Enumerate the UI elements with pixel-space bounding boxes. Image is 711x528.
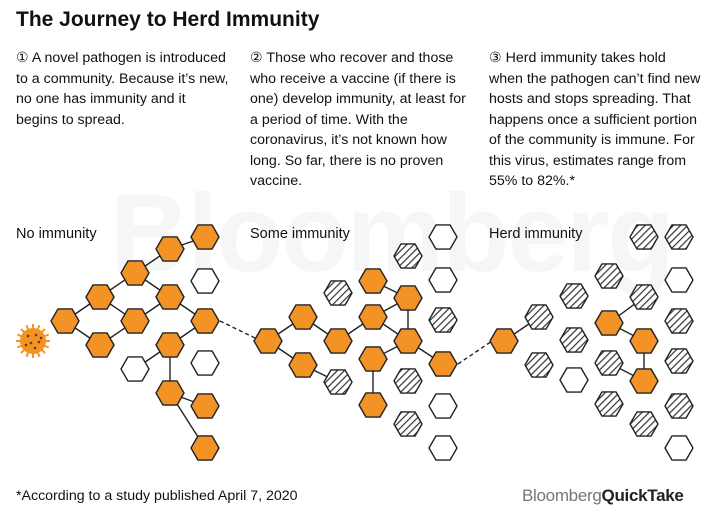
- brand-logo: BloombergQuickTake: [522, 486, 684, 506]
- virus-dot: [39, 336, 43, 340]
- column-2-paragraph: ② Those who recover and those who receiv…: [250, 50, 466, 189]
- infected-host: [253, 328, 283, 354]
- immune-host: [393, 243, 423, 269]
- virus-dot: [24, 343, 28, 347]
- susceptible-host: [120, 356, 150, 382]
- infected-host: [393, 328, 423, 354]
- susceptible-host: [664, 435, 694, 461]
- infected-host: [155, 284, 185, 310]
- immune-host: [664, 348, 694, 374]
- susceptible-host: [428, 224, 458, 250]
- host-nodes: [50, 224, 694, 461]
- immune-host: [594, 350, 624, 376]
- stage-transition-line: [457, 340, 493, 365]
- infected-host: [594, 310, 624, 336]
- brand-logo-part2: QuickTake: [601, 486, 684, 505]
- virus-dot: [33, 346, 37, 350]
- infected-host: [323, 328, 353, 354]
- column-1-text: ① A novel pathogen is introduced to a co…: [16, 48, 231, 130]
- susceptible-host: [428, 435, 458, 461]
- stage-label-no-immunity: No immunity: [16, 226, 97, 242]
- susceptible-host: [190, 350, 220, 376]
- virus-dot: [26, 334, 30, 338]
- immune-host: [524, 352, 554, 378]
- immune-host: [629, 224, 659, 250]
- infected-host: [155, 236, 185, 262]
- infected-host: [428, 351, 458, 377]
- infected-host: [629, 328, 659, 354]
- immune-host: [559, 327, 589, 353]
- brand-logo-part1: Bloomberg: [522, 486, 602, 505]
- page-title: The Journey to Herd Immunity: [16, 8, 320, 31]
- immune-host: [594, 263, 624, 289]
- susceptible-host: [190, 268, 220, 294]
- column-3-paragraph: ③ Herd immunity takes hold when the path…: [489, 50, 701, 189]
- stage-transition-line: [219, 320, 256, 339]
- immune-host: [559, 283, 589, 309]
- virus-dot: [34, 333, 38, 337]
- immune-host: [323, 369, 353, 395]
- immune-host: [524, 304, 554, 330]
- infected-host: [489, 328, 519, 354]
- immune-host: [594, 391, 624, 417]
- infected-host: [155, 332, 185, 358]
- stage-label-herd-immunity: Herd immunity: [489, 226, 583, 242]
- infected-host: [85, 332, 115, 358]
- immune-host: [393, 368, 423, 394]
- immune-host: [428, 307, 458, 333]
- virus-dot: [37, 340, 41, 344]
- pathogen-icon: [16, 324, 50, 358]
- connection-lines: [64, 236, 645, 449]
- susceptible-host: [428, 393, 458, 419]
- infected-host: [393, 285, 423, 311]
- infected-host: [85, 284, 115, 310]
- immune-host: [664, 393, 694, 419]
- infected-host: [288, 304, 318, 330]
- column-3-text: ③ Herd immunity takes hold when the path…: [489, 48, 701, 192]
- immune-host: [629, 411, 659, 437]
- infected-host: [288, 352, 318, 378]
- infected-host: [629, 368, 659, 394]
- infected-host: [190, 435, 220, 461]
- infected-host: [358, 346, 388, 372]
- footnote: *According to a study published April 7,…: [16, 488, 298, 504]
- infected-host: [120, 308, 150, 334]
- susceptible-host: [664, 267, 694, 293]
- infected-host: [190, 393, 220, 419]
- infected-host: [120, 260, 150, 286]
- column-2-text: ② Those who recover and those who receiv…: [250, 48, 472, 192]
- immune-host: [629, 284, 659, 310]
- virus-body: [20, 328, 46, 354]
- infected-host: [190, 224, 220, 250]
- stage-label-some-immunity: Some immunity: [250, 226, 350, 242]
- infected-host: [358, 392, 388, 418]
- infected-host: [155, 380, 185, 406]
- column-1-paragraph: ① A novel pathogen is introduced to a co…: [16, 50, 229, 128]
- virus-dot: [29, 341, 33, 345]
- susceptible-host: [428, 267, 458, 293]
- susceptible-host: [559, 367, 589, 393]
- infected-host: [358, 268, 388, 294]
- infected-host: [358, 304, 388, 330]
- immune-host: [323, 280, 353, 306]
- infected-host: [50, 308, 80, 334]
- infected-host: [190, 308, 220, 334]
- immune-host: [664, 308, 694, 334]
- immune-host: [664, 224, 694, 250]
- immune-host: [393, 411, 423, 437]
